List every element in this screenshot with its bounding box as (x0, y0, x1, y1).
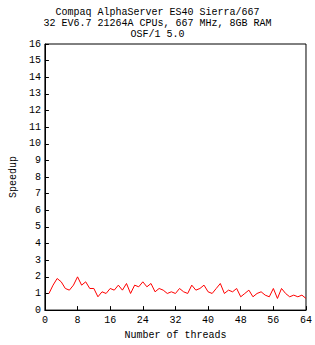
svg-text:13: 13 (29, 88, 41, 99)
svg-text:6: 6 (35, 205, 41, 216)
svg-text:11: 11 (29, 122, 41, 133)
svg-text:16: 16 (29, 39, 41, 50)
svg-text:8: 8 (35, 172, 41, 183)
svg-text:64: 64 (300, 315, 312, 326)
svg-text:Compaq AlphaServer ES40 Sierra: Compaq AlphaServer ES40 Sierra/667 (55, 7, 259, 18)
svg-text:0: 0 (42, 315, 48, 326)
svg-text:3: 3 (35, 255, 41, 266)
svg-text:2: 2 (35, 271, 41, 282)
svg-text:32 EV6.7 21264A CPUs, 667 MHz,: 32 EV6.7 21264A CPUs, 667 MHz, 8GB RAM (43, 18, 271, 29)
svg-text:OSF/1 5.0: OSF/1 5.0 (130, 29, 184, 40)
svg-text:4: 4 (35, 238, 41, 249)
svg-text:8: 8 (75, 315, 81, 326)
svg-text:Number of threads: Number of threads (124, 330, 226, 341)
svg-text:0: 0 (35, 305, 41, 316)
svg-text:12: 12 (29, 105, 41, 116)
svg-text:32: 32 (169, 315, 181, 326)
svg-text:48: 48 (235, 315, 247, 326)
svg-text:16: 16 (104, 315, 116, 326)
svg-text:40: 40 (202, 315, 214, 326)
svg-text:24: 24 (137, 315, 149, 326)
svg-text:5: 5 (35, 221, 41, 232)
svg-text:14: 14 (29, 72, 41, 83)
svg-text:1: 1 (35, 288, 41, 299)
svg-text:Speedup: Speedup (8, 156, 19, 198)
svg-text:7: 7 (35, 188, 41, 199)
svg-text:10: 10 (29, 138, 41, 149)
svg-text:9: 9 (35, 155, 41, 166)
svg-text:56: 56 (267, 315, 279, 326)
svg-text:15: 15 (29, 55, 41, 66)
